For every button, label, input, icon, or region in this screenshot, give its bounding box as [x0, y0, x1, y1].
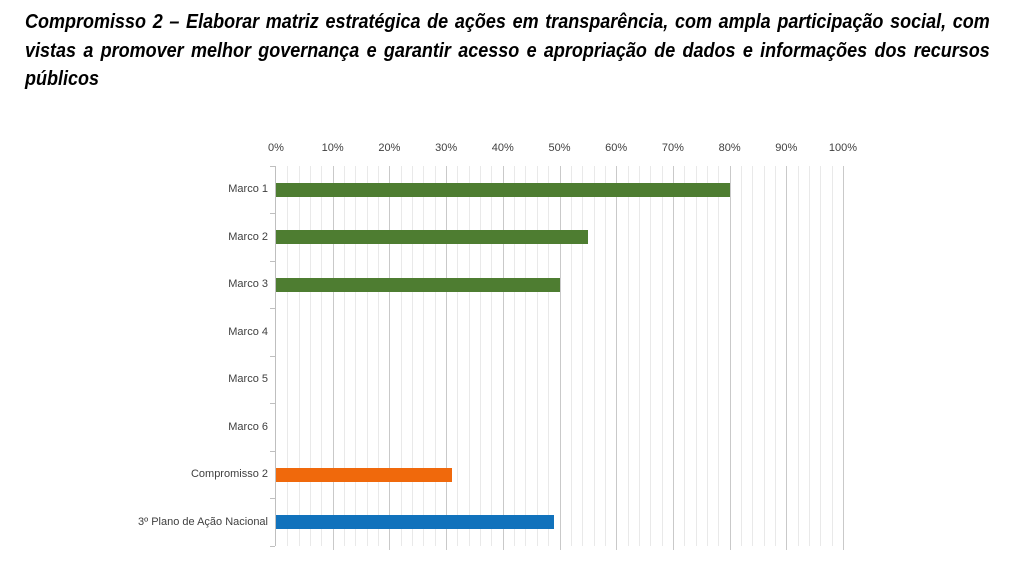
gridline-major: [332, 166, 334, 550]
bar-marco-2: [276, 230, 588, 245]
gridline-minor: [740, 166, 742, 546]
gridline-minor: [650, 166, 652, 546]
gridline-major: [672, 166, 674, 550]
gridline-minor: [695, 166, 697, 546]
gridline-minor: [525, 166, 527, 546]
gridline-minor: [468, 166, 470, 546]
gridline-minor: [548, 166, 550, 546]
gridline-minor: [344, 166, 346, 546]
gridline-minor: [774, 166, 776, 546]
gridline-minor: [797, 166, 799, 546]
gridline-major: [786, 166, 788, 550]
gridline-major: [559, 166, 561, 550]
gridline-minor: [706, 166, 708, 546]
gridline-minor: [763, 166, 765, 546]
gridline-major: [616, 166, 618, 550]
gridline-minor: [321, 166, 323, 546]
category-label-marco-5: Marco 5: [228, 373, 268, 385]
gridline-minor: [423, 166, 425, 546]
category-label-marco-1: Marco 1: [228, 183, 268, 195]
x-axis-tick-label: 50%: [548, 142, 571, 154]
y-axis-tick: [270, 355, 275, 357]
gridline-minor: [480, 166, 482, 546]
gridline-minor: [661, 166, 663, 546]
x-axis-tick-label: 0%: [268, 142, 284, 154]
y-axis-tick: [270, 165, 275, 167]
gridline-minor: [627, 166, 629, 546]
gridline-minor: [310, 166, 312, 546]
gridline-minor: [808, 166, 810, 546]
gridline-minor: [298, 166, 300, 546]
gridline-minor: [514, 166, 516, 546]
y-axis-tick: [270, 308, 275, 309]
gridline-minor: [638, 166, 640, 546]
y-axis-tick: [270, 498, 275, 499]
category-label-compromisso-2: Compromisso 2: [190, 468, 268, 480]
y-axis-tick: [270, 260, 275, 262]
bar-chart: 0% 10% 20% 30% 40% 50% 60% 70% 80% 90% 100% Marco …: [0, 130, 1018, 570]
x-axis-tick-label: 70%: [661, 142, 684, 154]
gridline-minor: [412, 166, 414, 546]
gridline-minor: [355, 166, 357, 546]
category-label-marco-3: Marco 3: [228, 278, 268, 290]
gridline-minor: [752, 166, 754, 546]
gridline-minor: [378, 166, 380, 546]
x-axis-tick-label: 10%: [321, 142, 344, 154]
y-axis-tick: [270, 213, 275, 214]
bar-3-plano-de-acao-nacional: [276, 515, 554, 530]
x-axis-tick-label: 60%: [605, 142, 628, 154]
x-axis-tick-label: 40%: [491, 142, 514, 154]
gridline-minor: [287, 166, 289, 546]
bar-compromisso-2: [276, 467, 452, 482]
page-title: Compromisso 2 – Elaborar matriz estratég…: [25, 11, 990, 90]
gridline-minor: [582, 166, 584, 546]
x-axis-tick-label: 90%: [775, 142, 798, 154]
gridline-minor: [536, 166, 538, 546]
gridline-minor: [434, 166, 436, 546]
x-axis-tick-label: 30%: [435, 142, 458, 154]
y-axis-line: [275, 166, 276, 546]
x-axis-tick-label: 20%: [378, 142, 401, 154]
y-axis-tick: [270, 403, 275, 404]
gridline-minor: [593, 166, 595, 546]
gridline-major: [729, 166, 731, 550]
gridline-minor: [570, 166, 572, 546]
gridline-minor: [684, 166, 686, 546]
gridline-minor: [400, 166, 402, 546]
category-label-marco-4: Marco 4: [228, 325, 268, 338]
gridline-minor: [457, 166, 459, 546]
x-axis-tick-label: 80%: [718, 142, 741, 154]
gridline-minor: [366, 166, 368, 546]
category-label-3-plano-de-acao-nacional: 3º Plano de Ação Nacional: [138, 515, 268, 528]
gridline-minor: [491, 166, 493, 546]
gridline-major: [502, 166, 504, 550]
gridline-minor: [820, 166, 822, 546]
gridline-major: [446, 166, 448, 550]
x-axis: 0% 10% 20% 30% 40% 50% 60% 70% 80% 90% 100%: [268, 142, 857, 158]
bar-marco-1: [276, 182, 730, 197]
gridline-minor: [831, 166, 833, 546]
bar-marco-3: [276, 277, 560, 292]
gridline-major: [389, 166, 391, 550]
gridline-major: [843, 166, 844, 550]
y-axis-labels: Marco 1 Marco 2 Marco 3 Marco 4 Marco 5 Marco…: [0, 166, 268, 546]
plot-area: [270, 165, 844, 550]
gridline-minor: [604, 166, 606, 546]
y-axis-tick: [270, 450, 275, 452]
y-axis-tick: [270, 545, 275, 547]
x-axis-tick-label: 100%: [828, 142, 858, 154]
gridline-minor: [718, 166, 720, 546]
category-label-marco-6: Marco 6: [228, 420, 268, 433]
category-label-marco-2: Marco 2: [228, 230, 268, 243]
